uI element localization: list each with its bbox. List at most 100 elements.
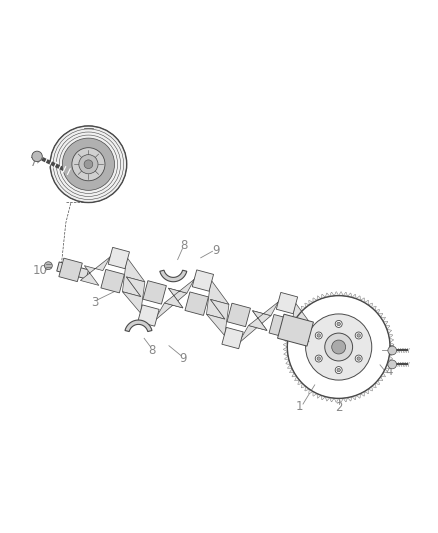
Circle shape (332, 340, 346, 354)
Polygon shape (330, 398, 334, 402)
Polygon shape (389, 356, 393, 360)
Polygon shape (122, 257, 145, 297)
Text: 7: 7 (30, 156, 38, 169)
Polygon shape (378, 313, 383, 318)
Polygon shape (378, 376, 383, 381)
Polygon shape (290, 303, 313, 342)
Polygon shape (360, 298, 364, 303)
Circle shape (50, 126, 127, 203)
Text: 9: 9 (212, 244, 219, 257)
Text: 9: 9 (180, 352, 187, 365)
Polygon shape (101, 269, 124, 293)
Polygon shape (313, 392, 317, 396)
Circle shape (388, 360, 396, 369)
Circle shape (306, 314, 372, 380)
Polygon shape (317, 296, 321, 301)
Circle shape (84, 160, 93, 168)
Text: 2: 2 (335, 401, 343, 415)
Polygon shape (313, 298, 317, 303)
Polygon shape (383, 321, 388, 325)
Polygon shape (248, 298, 280, 330)
Polygon shape (269, 314, 293, 338)
Polygon shape (383, 369, 388, 373)
Polygon shape (222, 327, 243, 349)
Polygon shape (381, 373, 385, 377)
Polygon shape (348, 397, 352, 401)
Polygon shape (206, 300, 229, 338)
Circle shape (317, 334, 321, 337)
Text: 10: 10 (32, 264, 47, 277)
Polygon shape (356, 296, 360, 301)
Circle shape (62, 138, 115, 190)
Polygon shape (108, 247, 130, 269)
Circle shape (357, 334, 360, 337)
Polygon shape (309, 389, 313, 394)
Polygon shape (284, 338, 288, 343)
Polygon shape (330, 292, 334, 296)
Polygon shape (375, 310, 380, 314)
Polygon shape (240, 311, 271, 343)
Text: 8: 8 (149, 344, 156, 357)
Circle shape (45, 262, 52, 270)
Polygon shape (375, 380, 380, 384)
Polygon shape (278, 314, 314, 346)
Circle shape (79, 155, 98, 174)
Polygon shape (285, 356, 289, 360)
Polygon shape (339, 292, 343, 296)
Text: 5: 5 (387, 344, 395, 357)
Polygon shape (80, 254, 112, 285)
Circle shape (337, 368, 340, 372)
Circle shape (337, 322, 340, 326)
Polygon shape (298, 380, 302, 384)
Polygon shape (334, 292, 339, 296)
Circle shape (335, 320, 342, 327)
Polygon shape (325, 293, 330, 297)
Polygon shape (305, 303, 309, 308)
Polygon shape (290, 321, 294, 325)
Polygon shape (285, 334, 289, 338)
Polygon shape (287, 325, 292, 329)
Text: 1: 1 (296, 400, 303, 413)
Polygon shape (295, 313, 299, 318)
Polygon shape (321, 395, 325, 400)
Polygon shape (343, 398, 348, 402)
Polygon shape (356, 393, 360, 398)
Polygon shape (125, 320, 152, 332)
Polygon shape (276, 293, 298, 314)
Polygon shape (334, 398, 339, 402)
Polygon shape (298, 310, 302, 314)
Polygon shape (321, 294, 325, 299)
Polygon shape (192, 270, 214, 291)
Polygon shape (138, 305, 159, 326)
Circle shape (355, 355, 362, 362)
Polygon shape (348, 293, 352, 297)
Text: 4: 4 (386, 365, 393, 378)
Polygon shape (364, 300, 369, 305)
Polygon shape (309, 300, 313, 305)
Polygon shape (352, 294, 356, 299)
Polygon shape (305, 386, 309, 391)
Circle shape (32, 151, 42, 161)
Polygon shape (339, 398, 343, 402)
Polygon shape (284, 351, 288, 356)
Polygon shape (389, 334, 393, 338)
Polygon shape (295, 376, 299, 381)
Text: 6: 6 (91, 136, 99, 149)
Circle shape (315, 332, 322, 339)
Polygon shape (206, 280, 229, 319)
Circle shape (315, 355, 322, 362)
Polygon shape (368, 386, 373, 391)
Circle shape (355, 332, 362, 339)
Polygon shape (143, 281, 166, 304)
Polygon shape (343, 292, 348, 296)
Polygon shape (387, 329, 392, 334)
Text: 8: 8 (180, 239, 188, 252)
Polygon shape (283, 343, 287, 347)
Polygon shape (122, 277, 145, 316)
Polygon shape (301, 383, 306, 388)
Circle shape (325, 333, 353, 361)
Polygon shape (287, 365, 292, 369)
Polygon shape (387, 360, 392, 365)
Polygon shape (301, 306, 306, 311)
Polygon shape (292, 373, 297, 377)
